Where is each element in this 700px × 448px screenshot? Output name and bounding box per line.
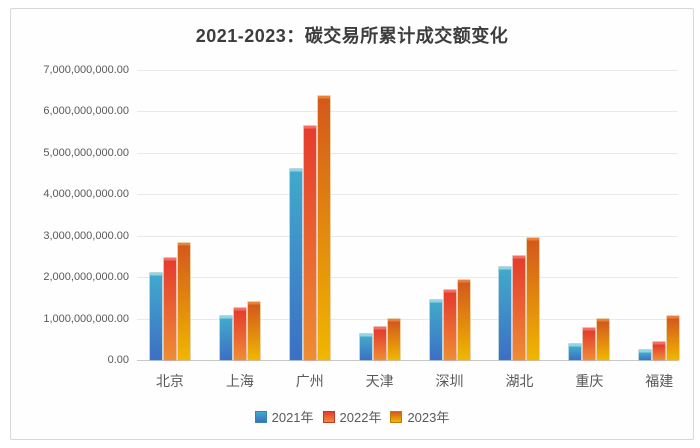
bar-2023年-福建	[666, 315, 680, 361]
bar-2023年-北京	[177, 242, 191, 361]
x-axis-line	[137, 360, 678, 361]
bar-2021年-广州	[289, 168, 303, 361]
gridline	[137, 235, 678, 237]
x-tick-label-湖北: 湖北	[505, 373, 534, 389]
bar-2023年-湖北	[526, 237, 540, 361]
legend-swatch-icon	[322, 410, 335, 423]
bar-2021年-湖北	[498, 266, 512, 361]
chart-frame: 2021-2023：碳交易所累计成交额变化 2021年 2022年 2023年 7,…	[10, 8, 694, 440]
bar-2021年-上海	[219, 315, 233, 361]
bar-2022年-上海	[233, 307, 247, 361]
bar-2022年-湖北	[512, 255, 526, 361]
bar-2022年-福建	[652, 341, 666, 361]
legend-swatch-icon	[390, 410, 403, 423]
bar-2021年-福建	[638, 349, 652, 361]
chart-title: 2021-2023：碳交易所累计成交额变化	[195, 26, 509, 46]
gridline	[137, 111, 678, 113]
y-tick-label: 0.00	[107, 354, 129, 366]
bar-2023年-深圳	[457, 279, 471, 361]
bar-2021年-重庆	[568, 343, 582, 361]
legend-item-2021年: 2021年	[254, 407, 314, 426]
gridline	[137, 152, 678, 154]
legend: 2021年 2022年 2023年	[11, 407, 693, 426]
legend-swatch-icon	[254, 410, 267, 423]
x-tick-label-天津: 天津	[365, 373, 394, 389]
legend-item-2023年: 2023年	[390, 407, 449, 426]
y-tick-label: 3,000,000,000.00	[43, 229, 129, 242]
y-tick-label: 1,000,000,000.00	[43, 312, 129, 325]
x-tick-label-福建: 福建	[645, 373, 674, 389]
y-tick-label: 6,000,000,000.00	[43, 105, 129, 118]
bar-2021年-天津	[359, 333, 373, 361]
bar-2022年-北京	[163, 257, 177, 361]
x-tick-label-北京: 北京	[155, 373, 184, 389]
bar-2022年-深圳	[443, 289, 457, 361]
y-tick-label: 7,000,000,000.00	[43, 64, 129, 76]
y-tick-label: 4,000,000,000.00	[43, 188, 129, 201]
legend-label: 2021年	[271, 410, 314, 425]
bar-2023年-天津	[387, 318, 401, 361]
gridline	[137, 70, 678, 71]
legend-label: 2022年	[339, 410, 382, 425]
gridline	[137, 194, 678, 196]
x-tick-label-重庆: 重庆	[575, 373, 604, 389]
legend-label: 2023年	[407, 410, 450, 425]
y-tick-label: 2,000,000,000.00	[43, 271, 129, 284]
gridline	[137, 277, 678, 279]
x-tick-label-广州: 广州	[295, 373, 324, 389]
bar-2022年-天津	[373, 326, 387, 361]
y-tick-label: 5,000,000,000.00	[43, 146, 129, 159]
bar-2021年-深圳	[429, 299, 443, 361]
bar-2023年-上海	[247, 301, 261, 361]
bar-2022年-广州	[303, 125, 317, 361]
bar-2023年-重庆	[596, 318, 610, 361]
bar-2021年-北京	[149, 272, 163, 361]
bar-2022年-重庆	[582, 327, 596, 361]
legend-item-2022年: 2022年	[322, 407, 382, 426]
x-tick-label-上海: 上海	[225, 373, 254, 389]
x-tick-label-深圳: 深圳	[435, 373, 464, 389]
gridline	[137, 318, 678, 320]
bar-2023年-广州	[317, 95, 331, 361]
